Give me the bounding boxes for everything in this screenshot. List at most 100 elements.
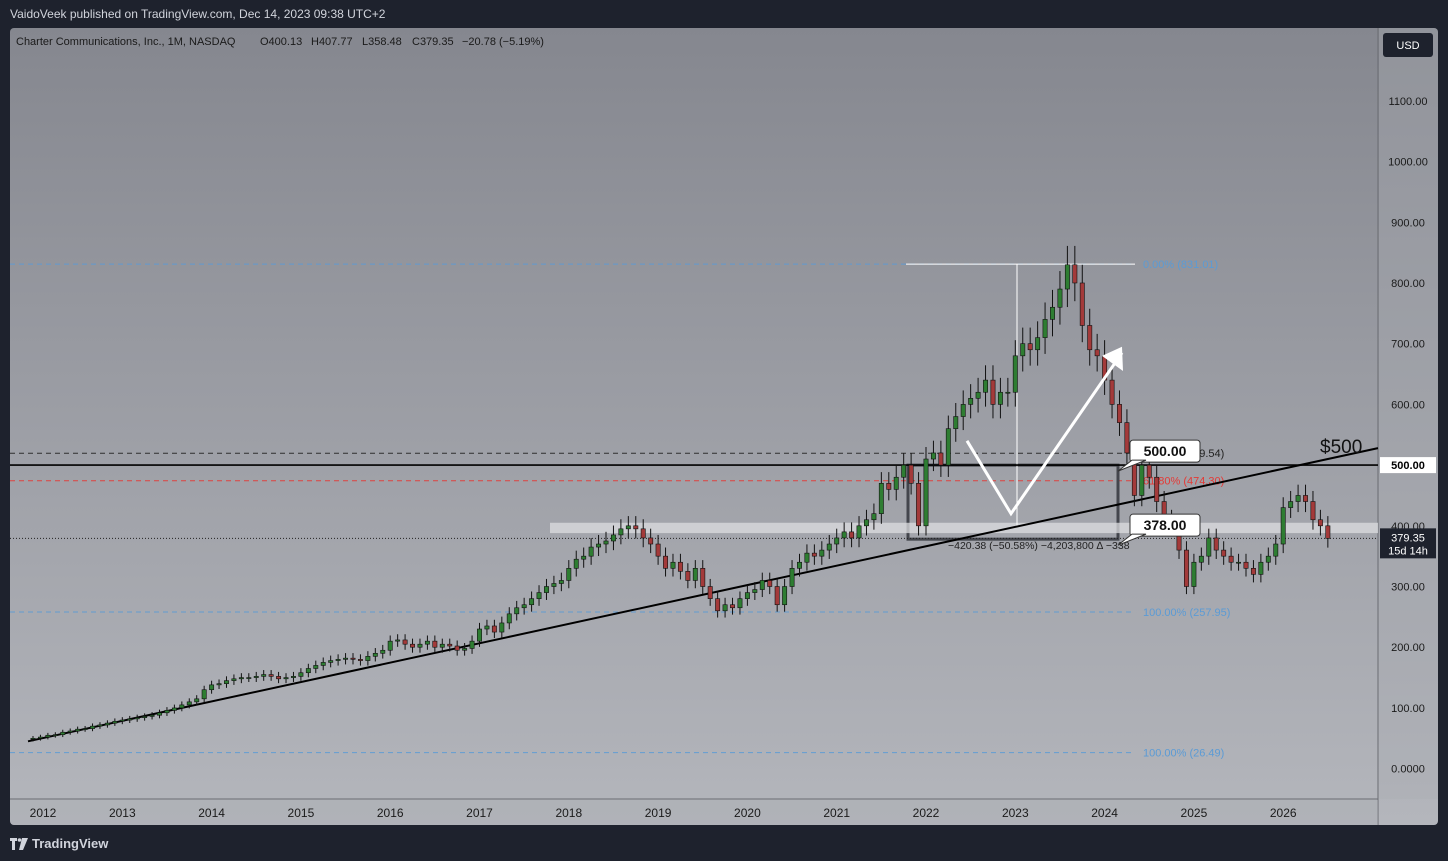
candle-up [305, 668, 311, 674]
fib-level-label: 0.00% (831.01) [1143, 259, 1218, 271]
y-tick-label: 800.00 [1391, 278, 1425, 290]
candle-up [1139, 464, 1145, 496]
x-tick-label: 2018 [555, 806, 582, 820]
currency-button[interactable] [1383, 33, 1433, 57]
candle-down [640, 528, 646, 539]
symbol-info-close: C379.35 [412, 36, 454, 48]
candle-down [1072, 264, 1078, 284]
candle-up [439, 643, 445, 648]
candle-up [558, 580, 564, 584]
x-tick-label: 2015 [288, 806, 315, 820]
candle-down [655, 543, 661, 557]
labels: $500 500.00 378.00 [1117, 437, 1362, 546]
candle-down [663, 555, 668, 569]
candle-down [774, 586, 780, 606]
y-tick-label: 0.0000 [1391, 764, 1425, 776]
candle-up [864, 519, 869, 527]
candle-up [179, 704, 185, 709]
candle-up [968, 398, 974, 405]
candle-down [491, 625, 497, 633]
candle-up [365, 656, 371, 661]
candle-down [730, 604, 735, 609]
candle-up [112, 720, 118, 724]
candle-down [1079, 282, 1085, 326]
countdown-tag: 15d 14h [1388, 545, 1428, 557]
candle-up [335, 659, 341, 661]
symbol-info-low: L358.48 [362, 36, 402, 48]
candle-up [1265, 555, 1271, 563]
candle-down [990, 379, 996, 405]
candle-up [462, 648, 468, 651]
candle-up [1057, 288, 1063, 308]
candle-up [380, 649, 386, 654]
chart-frame[interactable]: 0.00% (831.01)38.20% (519.54)61.80% (474… [10, 28, 1438, 825]
callout-0: 500.00 [1117, 439, 1201, 472]
candle-up [45, 734, 51, 738]
current-price-tag: 379.35 [1391, 532, 1425, 544]
current-price-tag-bg [1380, 528, 1436, 559]
candle-up [893, 476, 899, 490]
candle-up [142, 716, 148, 718]
candle-up [186, 701, 192, 706]
candle-up [1288, 501, 1294, 508]
candle-down [633, 525, 639, 530]
candle-down [1109, 379, 1115, 405]
candle-up [1050, 306, 1055, 320]
candle-down [447, 643, 453, 647]
tradingview-brand: TradingView [32, 836, 109, 851]
candle-up [134, 717, 140, 720]
currency-label: USD [1396, 40, 1419, 52]
range-measure-label: −420.38 (−50.58%) −4,203,800 ∆ −338 [948, 540, 1130, 552]
y-tick-label: 1100.00 [1389, 96, 1428, 108]
price-chart[interactable]: 0.00% (831.01)38.20% (519.54)61.80% (474… [10, 28, 1438, 825]
publisher-line: VaidoVeek published on TradingView.com, … [10, 7, 386, 21]
candle-up [291, 676, 296, 678]
x-tick-label: 2023 [1002, 806, 1029, 820]
footer: TradingView [0, 828, 1448, 861]
range-box: −420.38 (−50.58%) −4,203,800 ∆ −338 [550, 263, 1378, 552]
candle-up [841, 531, 847, 539]
candle-up [782, 586, 788, 606]
candle-up [149, 714, 155, 717]
x-tick-label: 2026 [1270, 806, 1297, 820]
candle-up [1042, 319, 1048, 338]
candle-up [1035, 337, 1041, 351]
tradingview-logo[interactable]: TradingView [10, 836, 108, 851]
candle-up [603, 540, 609, 545]
candle-down [1154, 476, 1160, 502]
candle-down [677, 561, 683, 572]
support-zone [550, 522, 1378, 534]
projection-arrowhead [1102, 346, 1123, 372]
ascending-trendline [27, 447, 1379, 743]
candle-up [1005, 391, 1011, 394]
candle-up [194, 698, 200, 703]
candle-up [618, 528, 624, 536]
candle-up [514, 607, 520, 615]
x-tick-label: 2012 [30, 806, 57, 820]
candle-up [283, 677, 289, 680]
candle-up [901, 464, 907, 478]
candle-down [707, 586, 713, 599]
fib-level-label: 61.80% (474.30) [1143, 476, 1224, 488]
candle-up [871, 513, 877, 521]
candle-up [387, 640, 393, 651]
candle-up [372, 652, 378, 657]
candle-up [104, 722, 110, 726]
candle-down [1184, 549, 1189, 587]
candle-up [82, 728, 88, 730]
candle-up [298, 672, 304, 677]
candle-down [811, 552, 817, 557]
time-axis: 2012 2013 2014 2015 2016 2017 2018 2019 2020 2021… [10, 800, 1378, 825]
candle-up [157, 712, 162, 716]
candle-up [320, 662, 326, 666]
candle-up [804, 552, 810, 563]
candle-up [127, 718, 133, 721]
candle-up [930, 452, 936, 460]
plot-background [10, 28, 1438, 825]
fib-level-label: 100.00% (26.49) [1143, 748, 1224, 760]
x-tick-label: 2022 [913, 806, 940, 820]
candle-down [350, 657, 356, 660]
candle-up [826, 543, 832, 551]
candle-up [1206, 537, 1212, 557]
candle-up [625, 525, 631, 530]
